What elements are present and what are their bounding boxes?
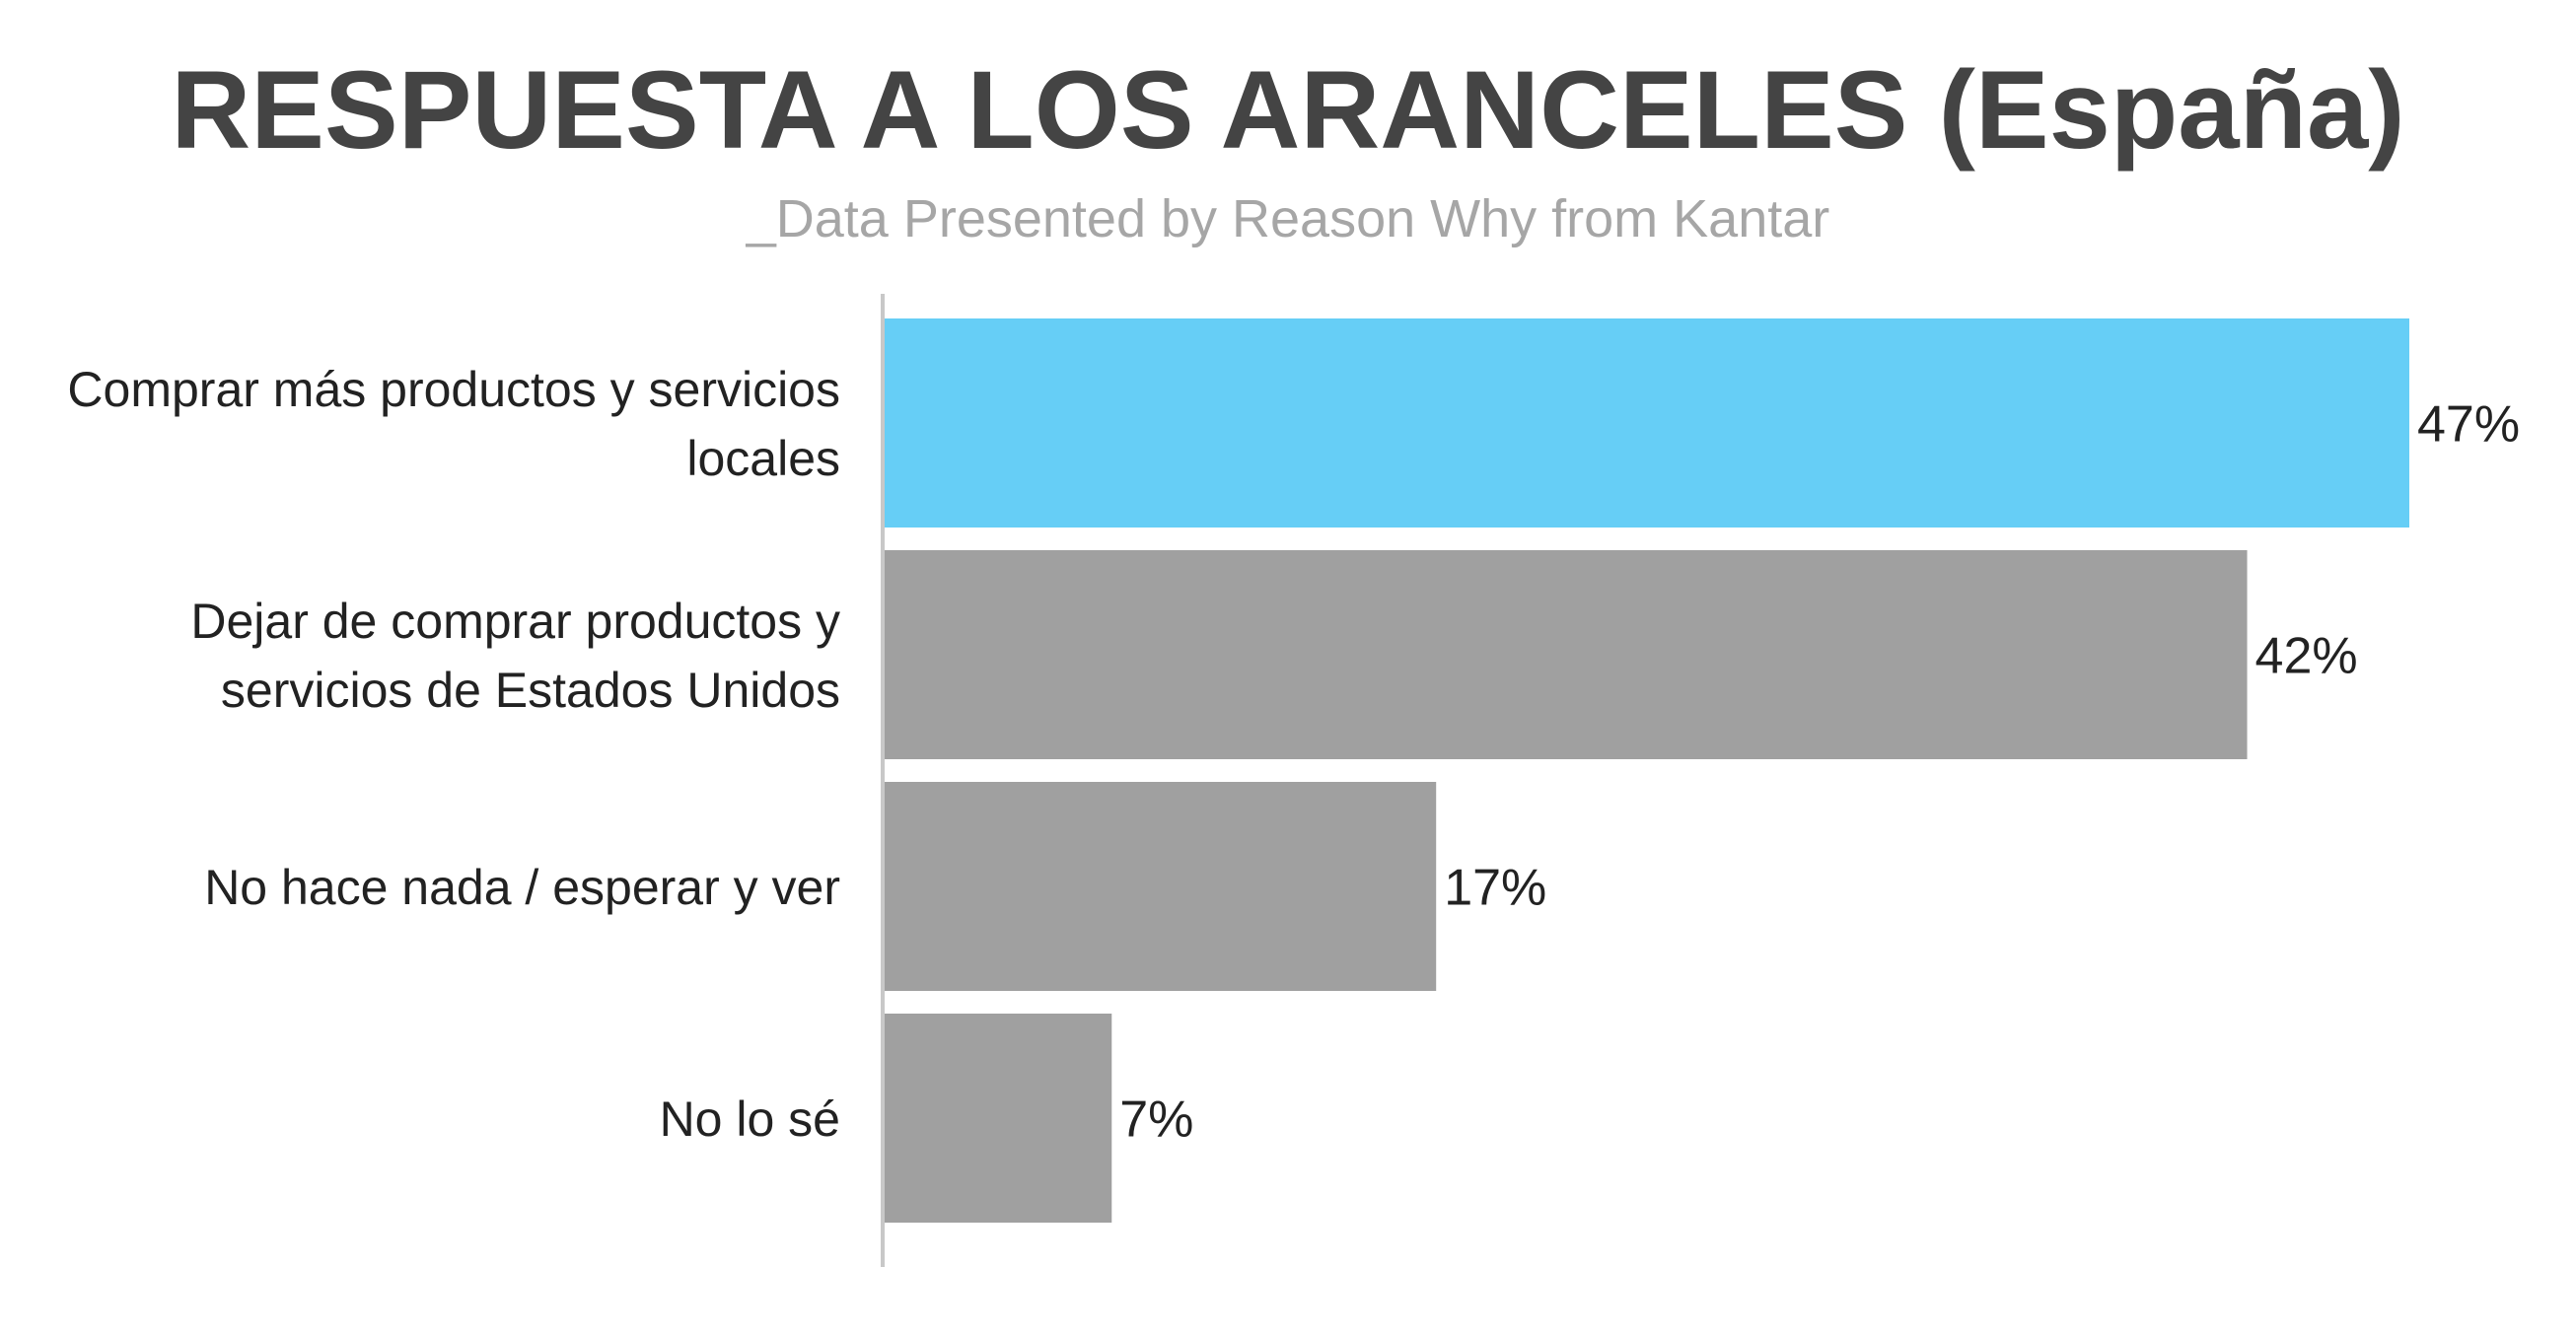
category-label-1-line-0: Dejar de comprar productos y: [190, 594, 840, 649]
category-label-2: No hace nada / esperar y ver: [204, 860, 840, 915]
category-label-1-line-1: servicios de Estados Unidos: [221, 663, 840, 718]
value-label-1: 42%: [2255, 628, 2358, 685]
bar-2: [885, 782, 1437, 991]
category-label-0-line-1: locales: [686, 431, 840, 486]
value-label-0: 47%: [2417, 396, 2520, 454]
value-labels-group: 47% 42% 17% 7%: [1119, 396, 2520, 1149]
bar-0: [885, 318, 2409, 528]
value-label-2: 17%: [1444, 860, 1546, 917]
chart-subtitle: _Data Presented by Reason Why from Kanta…: [746, 189, 1830, 248]
category-labels-group: Comprar más productos y servicios locales…: [67, 362, 840, 1147]
category-label-3: No lo sé: [660, 1091, 840, 1147]
category-label-0-line-0: Comprar más productos y servicios: [67, 362, 840, 417]
bar-3: [885, 1014, 1112, 1223]
value-label-3: 7%: [1119, 1091, 1193, 1149]
chart-title: RESPUESTA A LOS ARANCELES (España): [171, 48, 2404, 172]
bar-1: [885, 550, 2248, 759]
bars-group: [885, 318, 2409, 1223]
